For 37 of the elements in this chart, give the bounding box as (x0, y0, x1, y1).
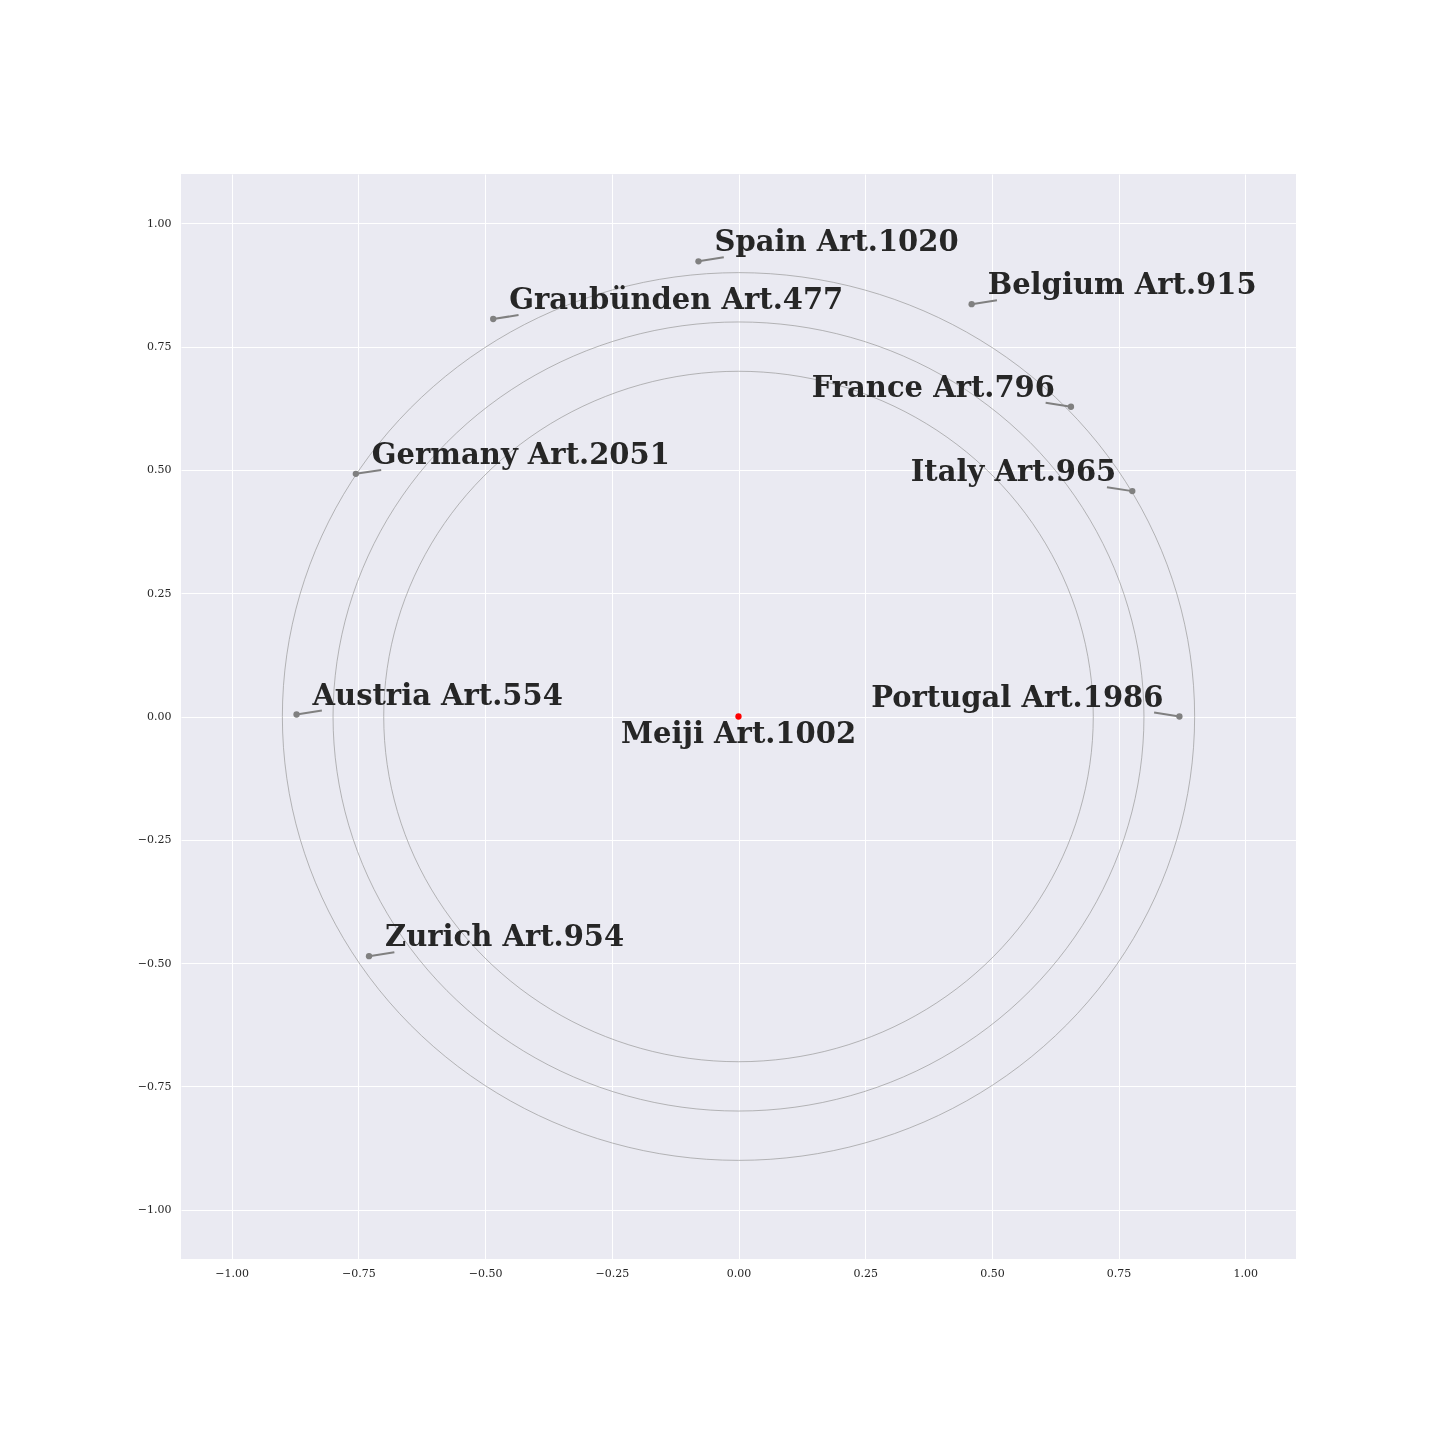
x-tick-label: 1.00 (1233, 1266, 1259, 1280)
y-tick-label: 0.50 (147, 463, 172, 477)
point (695, 258, 702, 265)
y-tick-label: 0.75 (147, 340, 172, 354)
y-tick-label: −0.25 (137, 833, 172, 847)
point (1067, 403, 1075, 410)
annotation: Meiji Art.1002 (620, 715, 857, 750)
point (1176, 713, 1183, 720)
annotation: Graubünden Art.477 (509, 282, 844, 316)
x-tick-label: 0.00 (726, 1266, 752, 1280)
x-tick-label: 0.75 (1106, 1266, 1132, 1280)
point (490, 315, 497, 323)
annotation: Zurich Art.954 (385, 919, 625, 954)
annotation: Germany Art.2051 (371, 436, 670, 471)
point (365, 953, 373, 960)
y-tick-label: −0.50 (137, 956, 172, 970)
annotation: Austria Art.554 (311, 677, 563, 712)
point (1129, 487, 1136, 495)
x-tick-label: 0.25 (853, 1266, 878, 1280)
point (968, 301, 975, 308)
annotation: Portugal Art.1986 (871, 679, 1164, 714)
annotation: Spain Art.1020 (714, 224, 959, 259)
y-tick-label: −1.00 (137, 1203, 172, 1217)
x-tick-label: −0.25 (595, 1266, 630, 1280)
point (352, 470, 360, 478)
x-tick-label: −1.00 (215, 1266, 250, 1280)
annotation: France Art.796 (811, 369, 1055, 404)
y-tick-label: −0.75 (137, 1079, 172, 1093)
x-tick-label: 0.50 (980, 1266, 1005, 1280)
y-tick-label: 0.25 (147, 586, 172, 600)
y-tick-label: 0.00 (147, 710, 172, 723)
annotation: Italy Art.965 (910, 454, 1117, 489)
point (293, 711, 300, 718)
x-tick-label: −0.50 (468, 1266, 503, 1280)
x-tick-label: −0.75 (342, 1266, 376, 1280)
y-tick-label: 1.00 (147, 216, 172, 230)
annotation: Belgium Art.915 (987, 267, 1257, 302)
